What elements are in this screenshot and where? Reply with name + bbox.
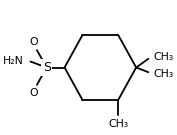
Text: O: O — [29, 87, 38, 98]
Text: CH₃: CH₃ — [153, 53, 173, 63]
Text: O: O — [29, 37, 38, 48]
Text: S: S — [43, 61, 51, 74]
Text: CH₃: CH₃ — [108, 119, 128, 129]
Text: H₂N: H₂N — [3, 56, 24, 66]
Text: CH₃: CH₃ — [153, 68, 173, 79]
